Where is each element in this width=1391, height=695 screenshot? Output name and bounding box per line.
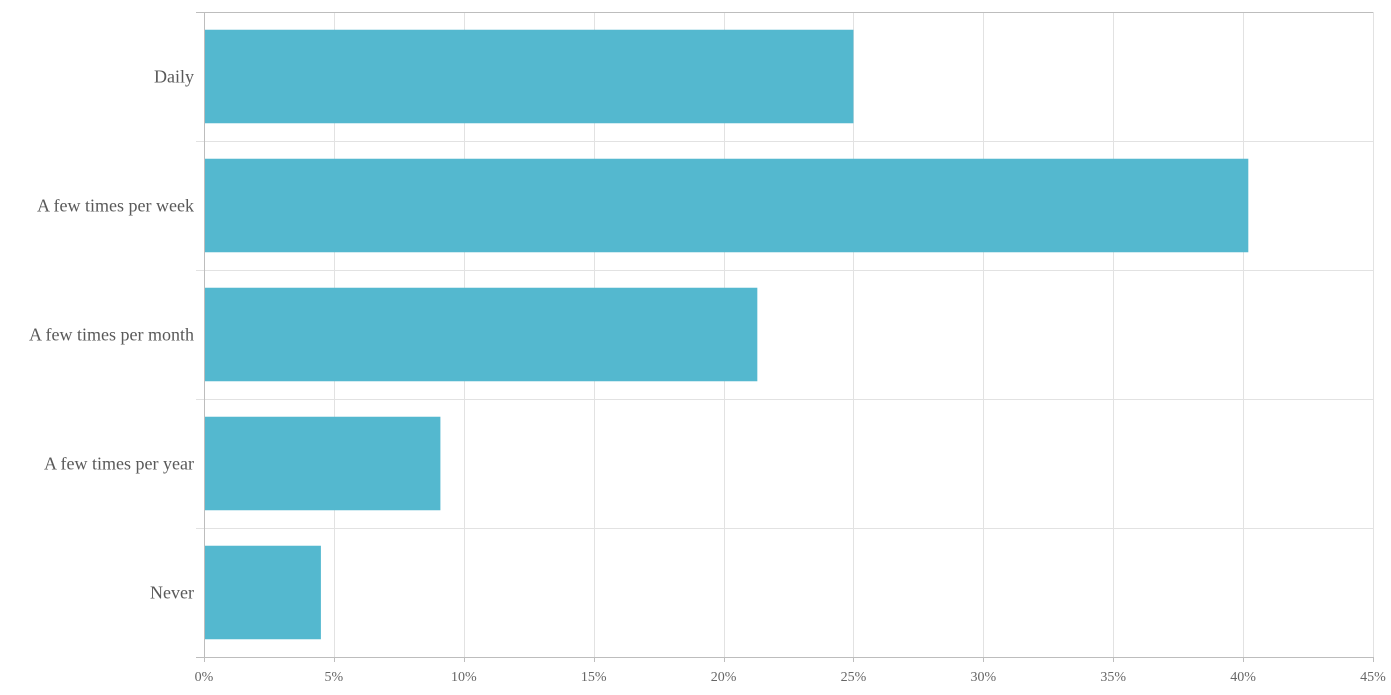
x-tick-label: 15% (581, 670, 607, 685)
x-tick-label: 0% (195, 670, 214, 685)
bar-a-few-times-per-week (204, 158, 1249, 253)
bar-daily (204, 29, 854, 124)
x-tick-label: 40% (1230, 670, 1256, 685)
bars (204, 29, 1249, 640)
bar-never (204, 545, 321, 640)
category-label: Daily (154, 67, 194, 87)
category-label: A few times per month (29, 325, 194, 345)
axes (196, 12, 1374, 662)
x-tick-label: 30% (970, 670, 996, 685)
x-tick-label: 45% (1360, 670, 1386, 685)
category-label: A few times per week (37, 196, 194, 216)
bar-a-few-times-per-year (204, 416, 441, 511)
category-label: A few times per year (44, 454, 194, 474)
x-tick-label: 25% (841, 670, 867, 685)
labels: 0% 5% 10% 15% 20% 25% 30% 35% 40% 45% Daily A few t… (29, 67, 1386, 686)
x-tick-label: 35% (1100, 670, 1126, 685)
bar-a-few-times-per-month (204, 287, 758, 382)
x-tick-label: 20% (711, 670, 737, 685)
x-tick-label: 5% (325, 670, 344, 685)
x-tick-label: 10% (451, 670, 477, 685)
category-label: Never (150, 583, 194, 603)
